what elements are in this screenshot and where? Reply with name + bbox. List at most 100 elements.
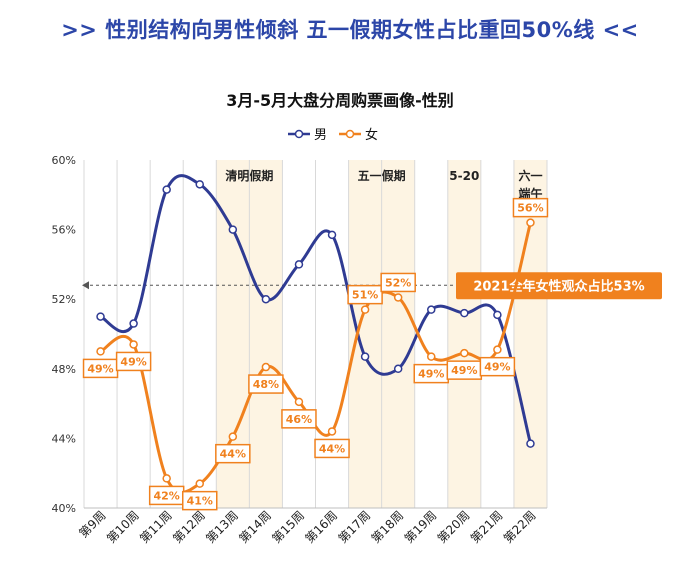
female-point <box>327 427 337 436</box>
data-label-box <box>512 197 549 218</box>
data-label-text: 49% <box>87 362 113 375</box>
x-tick-label: 第18周 <box>369 508 407 546</box>
x-tick-label: 第11周 <box>137 508 175 546</box>
legend-label: 女 <box>365 127 378 143</box>
data-label-text: 52% <box>385 276 411 289</box>
chart-title: 3月-5月大盘分周购票画像-性别 <box>226 91 454 110</box>
x-tick-label: 第20周 <box>435 508 473 546</box>
y-tick-label: 44% <box>52 432 76 445</box>
female-point <box>195 479 204 488</box>
male-point <box>427 305 436 314</box>
reference-callout <box>456 272 662 300</box>
headline: >> 性别结构向男性倾斜 五一假期女性占比重回50%线 << <box>61 18 639 42</box>
male-point <box>96 312 105 321</box>
legend-marker <box>294 129 304 139</box>
male-point <box>493 310 502 320</box>
legend-label: 男 <box>314 128 327 143</box>
data-label-box <box>380 272 416 293</box>
x-tick-label: 第13周 <box>203 508 241 546</box>
data-label-box <box>479 356 516 377</box>
male-point <box>129 319 138 328</box>
female-data-label: 48% <box>248 374 284 394</box>
female-point <box>427 352 436 361</box>
female-point <box>393 293 403 302</box>
x-tick-label: 第12周 <box>170 508 208 546</box>
data-label-text: 41% <box>187 495 213 508</box>
male-point <box>228 225 238 234</box>
female-point <box>493 345 502 354</box>
holiday-band-label: 5-20 <box>449 169 479 183</box>
female-point <box>360 305 370 314</box>
female-data-label: 49% <box>82 358 119 379</box>
male-point <box>460 308 469 318</box>
female-data-label: 49% <box>479 356 516 377</box>
female-data-label: 51% <box>347 284 383 305</box>
male-point <box>393 364 403 374</box>
data-label-box <box>215 443 251 464</box>
x-tick-label: 第19周 <box>402 508 440 546</box>
male-point <box>162 185 171 194</box>
data-label-box <box>281 409 317 429</box>
x-tick-label: 第14周 <box>236 508 274 546</box>
male-point <box>261 294 271 304</box>
data-label-box <box>182 490 218 511</box>
y-tick-label: 60% <box>52 154 76 167</box>
data-label-box <box>347 284 383 305</box>
female-data-label: 49% <box>413 363 449 384</box>
data-label-text: 48% <box>253 378 279 391</box>
data-label-box <box>248 374 284 394</box>
holiday-band-label: 端午 <box>518 186 542 201</box>
y-tick-label: 52% <box>52 293 76 306</box>
holiday-band-label: 六一 <box>518 168 542 183</box>
data-label-text: 46% <box>286 413 312 426</box>
data-label-text: 49% <box>418 368 444 381</box>
male-point <box>526 439 535 448</box>
male-point <box>360 352 370 361</box>
female-point <box>294 397 304 407</box>
reference-arrow <box>82 281 89 290</box>
legend-marker <box>345 129 355 139</box>
female-point <box>228 432 238 441</box>
y-tick-label: 40% <box>52 502 76 515</box>
female-data-label: 52% <box>380 272 416 293</box>
male-point <box>327 230 337 240</box>
data-label-text: 44% <box>319 442 345 455</box>
female-data-label: 49% <box>446 360 483 380</box>
data-label-text: 44% <box>220 448 246 461</box>
female-point <box>261 362 271 372</box>
data-label-text: 49% <box>120 355 146 368</box>
data-label-text: 49% <box>484 361 510 374</box>
female-data-label: 42% <box>148 485 185 506</box>
female-data-label: 44% <box>215 443 251 464</box>
data-label-text: 51% <box>352 289 378 302</box>
x-tick-label: 第17周 <box>336 508 374 546</box>
data-label-text: 56% <box>517 202 543 215</box>
x-tick-label: 第15周 <box>269 508 307 546</box>
female-data-label: 44% <box>314 438 350 459</box>
x-tick-label: 第16周 <box>302 508 340 546</box>
x-tick-label: 第10周 <box>104 508 142 546</box>
holiday-band <box>513 160 547 508</box>
female-data-label: 41% <box>182 490 218 511</box>
reference-label: 2021全年女性观众占比53% <box>473 278 644 294</box>
data-label-box <box>314 438 350 459</box>
female-data-label: 49% <box>115 351 152 372</box>
male-point <box>294 260 304 269</box>
y-tick-label: 48% <box>52 363 76 376</box>
female-point <box>162 474 171 483</box>
data-label-text: 42% <box>154 489 180 502</box>
female-data-label: 56% <box>512 197 549 218</box>
holiday-band <box>447 160 481 508</box>
male-point <box>195 180 204 189</box>
x-tick-label: 第21周 <box>468 508 506 546</box>
x-tick-label: 第22周 <box>501 508 539 546</box>
data-label-text: 49% <box>451 364 477 377</box>
female-data-label: 46% <box>281 409 317 429</box>
y-tick-label: 56% <box>52 224 76 237</box>
female-point <box>460 348 469 358</box>
data-label-box <box>115 351 152 372</box>
female-point <box>129 340 138 349</box>
female-point <box>96 347 105 356</box>
female-point <box>526 218 535 227</box>
